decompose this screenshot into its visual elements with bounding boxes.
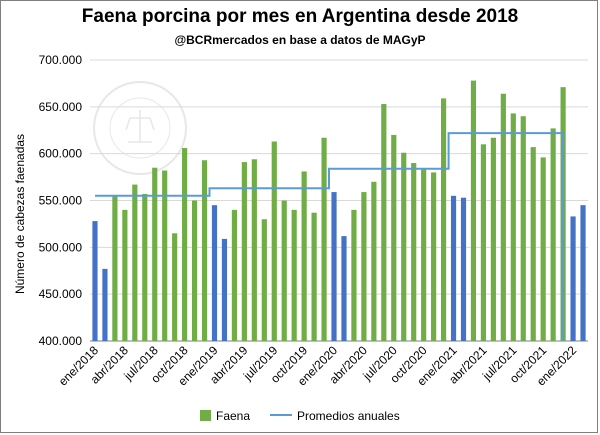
bar xyxy=(421,169,427,341)
bar xyxy=(391,134,397,341)
legend-label-promedio: Promedios anuales xyxy=(297,409,400,423)
bar xyxy=(172,233,178,341)
bar xyxy=(92,221,98,341)
chart-title: Faena porcina por mes en Argentina desde… xyxy=(81,6,519,27)
y-tick-label: 600.000 xyxy=(39,147,83,161)
legend: Faena Promedios anuales xyxy=(200,409,400,423)
bar xyxy=(311,212,317,341)
bar xyxy=(162,170,168,341)
bar xyxy=(460,197,467,341)
bars-group xyxy=(92,80,586,342)
bar xyxy=(182,148,188,341)
y-tick-label: 400.000 xyxy=(39,334,83,348)
bar xyxy=(550,128,556,341)
bar xyxy=(251,159,257,341)
bar xyxy=(470,80,477,342)
series-line-promedios xyxy=(95,132,564,197)
bar xyxy=(301,171,307,341)
bar xyxy=(520,116,526,341)
bar xyxy=(540,157,546,341)
bar xyxy=(271,141,277,341)
average-line-group xyxy=(95,132,565,341)
bar xyxy=(351,209,357,341)
legend-swatch-faena xyxy=(200,410,211,421)
bar xyxy=(291,209,297,341)
bar xyxy=(341,236,347,341)
bar xyxy=(221,238,228,341)
bar xyxy=(281,200,287,341)
y-tick-label: 700.000 xyxy=(39,53,83,67)
bar xyxy=(361,192,367,341)
y-tick-label: 450.000 xyxy=(39,287,83,301)
bar xyxy=(152,167,158,341)
bar xyxy=(580,205,586,341)
bar xyxy=(401,152,407,341)
bar xyxy=(510,113,516,341)
bar xyxy=(211,205,218,341)
bar xyxy=(112,195,118,341)
bar xyxy=(411,163,417,341)
bar xyxy=(371,181,377,341)
bar xyxy=(201,160,208,341)
y-tick-label: 500.000 xyxy=(39,240,83,254)
bar xyxy=(480,144,487,341)
bar xyxy=(440,98,447,341)
bar xyxy=(530,147,536,341)
bar xyxy=(500,93,506,341)
bar xyxy=(321,137,327,341)
watermark-seal xyxy=(93,81,187,175)
y-axis-title: Número de cabezas faenadas xyxy=(13,134,27,294)
bar xyxy=(570,216,576,341)
bar xyxy=(261,219,267,341)
bar xyxy=(231,209,238,341)
bar xyxy=(142,193,148,341)
chart-subtitle: @BCRmercados en base a datos de MAGyP xyxy=(174,33,426,47)
bar xyxy=(331,192,337,341)
bar xyxy=(241,162,247,341)
y-axis: 400.000 450.000 500.000 550.000 600.000 650.0… xyxy=(39,53,83,348)
y-tick-label: 650.000 xyxy=(39,100,83,114)
bar xyxy=(450,195,457,341)
bar xyxy=(490,137,496,341)
y-tick-label: 550.000 xyxy=(39,194,83,208)
bar xyxy=(102,268,108,341)
bar xyxy=(381,104,387,341)
bar xyxy=(431,172,437,341)
x-axis: ene/2018abr/2018jul/2018oct/2018ene/2019… xyxy=(56,343,580,389)
bar xyxy=(132,184,138,341)
bar xyxy=(191,200,198,341)
legend-label-faena: Faena xyxy=(216,409,250,423)
bar xyxy=(122,209,128,341)
